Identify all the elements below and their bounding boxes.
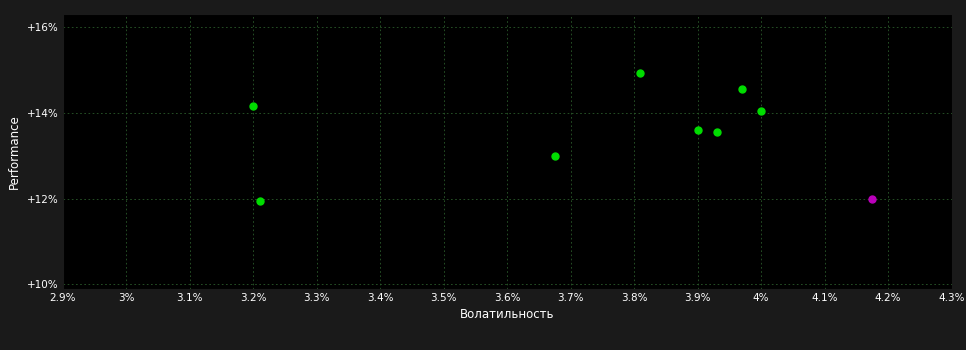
Y-axis label: Performance: Performance [9,114,21,189]
X-axis label: Волатильность: Волатильность [460,308,554,321]
Point [633,70,648,76]
Point [709,129,724,135]
Point [690,127,705,133]
Point [547,153,562,159]
Point [753,108,769,113]
Point [865,197,880,202]
Point [245,104,261,109]
Point [252,198,268,204]
Point [734,86,750,92]
